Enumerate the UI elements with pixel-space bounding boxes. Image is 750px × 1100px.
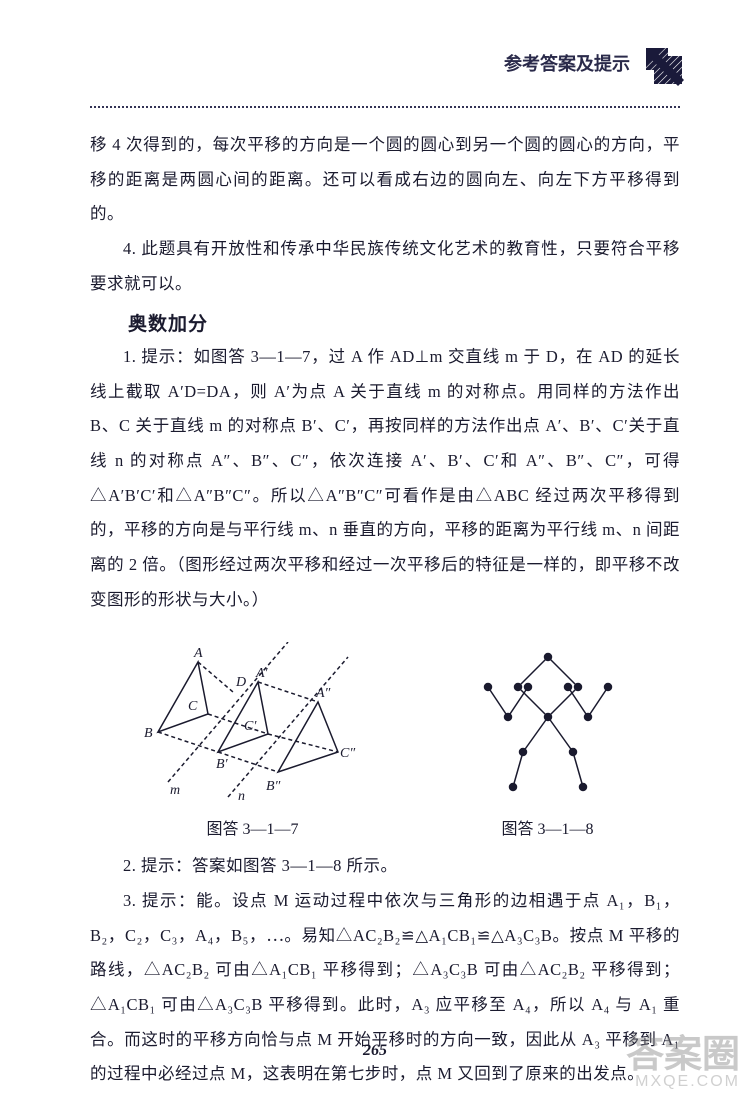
figure-3-1-7: A B C D A′ B′ C′ A″ B″ C″ m n 图答 3—1—7 <box>138 642 368 839</box>
svg-text:A′: A′ <box>255 666 269 681</box>
paragraph: 4. 此题具有开放性和传承中华民族传统文化艺术的教育性，只要符合平移要求就可以。 <box>90 232 680 301</box>
watermark: 答案圈 MXQE.COM <box>626 1036 740 1090</box>
figure-caption: 图答 3—1—8 <box>463 815 633 839</box>
svg-text:C′: C′ <box>244 719 257 734</box>
geometry-diagram-icon: A B C D A′ B′ C′ A″ B″ C″ m n <box>138 642 368 802</box>
svg-text:m: m <box>170 783 180 798</box>
svg-text:A″: A″ <box>315 686 331 701</box>
page-header: 参考答案及提示 <box>90 40 680 100</box>
svg-text:B″: B″ <box>266 779 281 794</box>
figure-caption: 图答 3—1—7 <box>138 815 368 839</box>
svg-text:B: B <box>144 726 153 741</box>
paragraph: 移 4 次得到的，每次平移的方向是一个圆的圆心到另一个圆的圆心的方向，平移的距离… <box>90 128 680 232</box>
figure-row: A B C D A′ B′ C′ A″ B″ C″ m n 图答 3—1—7 <box>90 642 680 839</box>
section-heading: 奥数加分 <box>90 309 680 336</box>
svg-text:n: n <box>238 789 245 802</box>
svg-text:D: D <box>235 675 246 690</box>
watermark-main: 答案圈 <box>626 1036 740 1074</box>
paragraph: 3. 提示：能。设点 M 运动过程中依次与三角形的边相遇于点 A₁，B₁，B₂，… <box>90 884 680 1092</box>
dotted-rule <box>90 106 680 108</box>
watermark-sub: MXQE.COM <box>626 1074 740 1090</box>
svg-text:C: C <box>188 699 198 714</box>
paragraph: 2. 提示：答案如图答 3—1—8 所示。 <box>90 849 680 884</box>
svg-text:A: A <box>193 646 203 661</box>
header-title: 参考答案及提示 <box>504 50 630 76</box>
dot-diagram-icon <box>463 642 633 802</box>
svg-text:B′: B′ <box>216 757 229 772</box>
arrow-up-left-icon <box>638 40 690 97</box>
figure-3-1-8: 图答 3—1—8 <box>463 642 633 839</box>
paragraph: 1. 提示：如图答 3—1—7，过 A 作 AD⊥m 交直线 m 于 D，在 A… <box>90 340 680 617</box>
svg-text:C″: C″ <box>340 746 355 761</box>
